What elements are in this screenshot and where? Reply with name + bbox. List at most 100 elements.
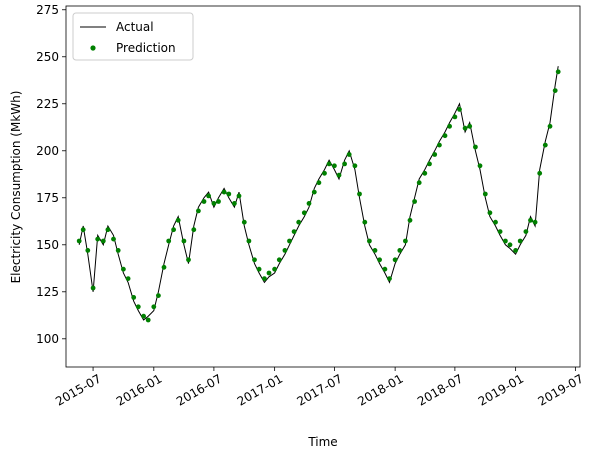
prediction-point [387,276,392,281]
y-tick-label: 200 [36,144,59,158]
y-tick-label: 225 [36,97,59,111]
prediction-point [377,257,382,263]
prediction-point [85,248,91,253]
prediction-point [246,238,252,244]
prediction-point [316,180,322,186]
prediction-point [422,170,428,176]
prediction-point [287,238,292,244]
prediction-point [528,217,533,223]
legend-actual-label: Actual [116,20,154,34]
prediction-point [141,313,147,319]
prediction-point [276,257,282,263]
prediction-point [513,248,518,253]
plot-frame [65,5,581,368]
y-axis-label: Electricity Consumption (MkWh) [9,91,23,284]
prediction-point [493,219,498,225]
prediction-point [447,123,452,129]
prediction-point [477,163,483,169]
prediction-point [301,210,307,216]
prediction-point [542,142,548,148]
prediction-point [332,163,337,169]
prediction-point [161,264,167,270]
prediction-point [282,248,288,253]
prediction-point [397,248,403,253]
prediction-point [467,123,473,129]
prediction-point [221,189,227,195]
prediction-point [135,304,141,310]
y-tick-label: 125 [36,285,59,299]
y-tick-label: 175 [36,191,59,205]
prediction-point [80,227,86,233]
prediction-point [232,201,237,206]
y-tick-label: 275 [36,3,59,17]
prediction-point [367,238,372,244]
prediction-point [322,170,327,176]
y-tick-label: 150 [36,238,59,252]
prediction-point [326,161,332,167]
prediction-point [171,227,177,233]
prediction-point [552,88,558,93]
prediction-point [296,219,302,225]
prediction-point [105,227,111,233]
prediction-point [252,257,257,263]
prediction-point [95,236,101,242]
prediction-point [76,238,82,244]
prediction-point [437,142,442,148]
prediction-point [342,161,347,167]
legend-box [72,12,194,61]
prediction-point [357,191,362,197]
prediction-point [272,266,277,272]
prediction-point [442,133,448,139]
prediction-point [517,238,523,244]
prediction-point [191,227,197,233]
prediction-point [532,219,538,225]
series-prediction-points [76,69,561,323]
prediction-point [111,236,116,242]
prediction-point [291,229,297,235]
prediction-point [256,266,262,272]
prediction-point [432,152,438,157]
prediction-point [403,238,408,244]
prediction-point [523,229,529,235]
prediction-point [90,285,96,291]
prediction-point [262,276,267,281]
prediction-point [236,193,242,199]
prediction-point [311,189,317,195]
y-tick-label: 100 [36,332,59,346]
prediction-point [131,295,137,300]
prediction-point [156,293,161,298]
prediction-point [186,257,191,263]
prediction-point [537,170,543,176]
prediction-point [372,248,378,253]
prediction-point [462,125,468,131]
y-axis: 100 125 150 175 200 225 250 275 [36,3,66,346]
prediction-point [181,238,187,244]
prediction-point [497,229,503,235]
prediction-point [125,276,131,281]
prediction-point [175,217,181,223]
prediction-point [392,257,398,263]
prediction-point [427,161,432,167]
prediction-point [211,201,217,206]
legend-prediction-swatch [90,45,96,51]
prediction-point [115,248,121,253]
prediction-point [100,238,106,244]
prediction-point [216,199,221,204]
prediction-point [362,219,368,225]
prediction-point [382,266,388,272]
prediction-point [482,191,488,197]
series-actual-line [78,66,559,321]
prediction-point [151,304,157,310]
prediction-point [473,144,478,150]
y-tick-label: 250 [36,50,59,64]
prediction-point [555,69,561,75]
prediction-point [145,317,151,323]
prediction-point [407,217,413,223]
prediction-point [457,107,462,112]
legend-prediction-label: Prediction [116,41,176,55]
prediction-point [226,191,232,197]
prediction-point [346,152,352,157]
prediction-point [547,123,553,129]
